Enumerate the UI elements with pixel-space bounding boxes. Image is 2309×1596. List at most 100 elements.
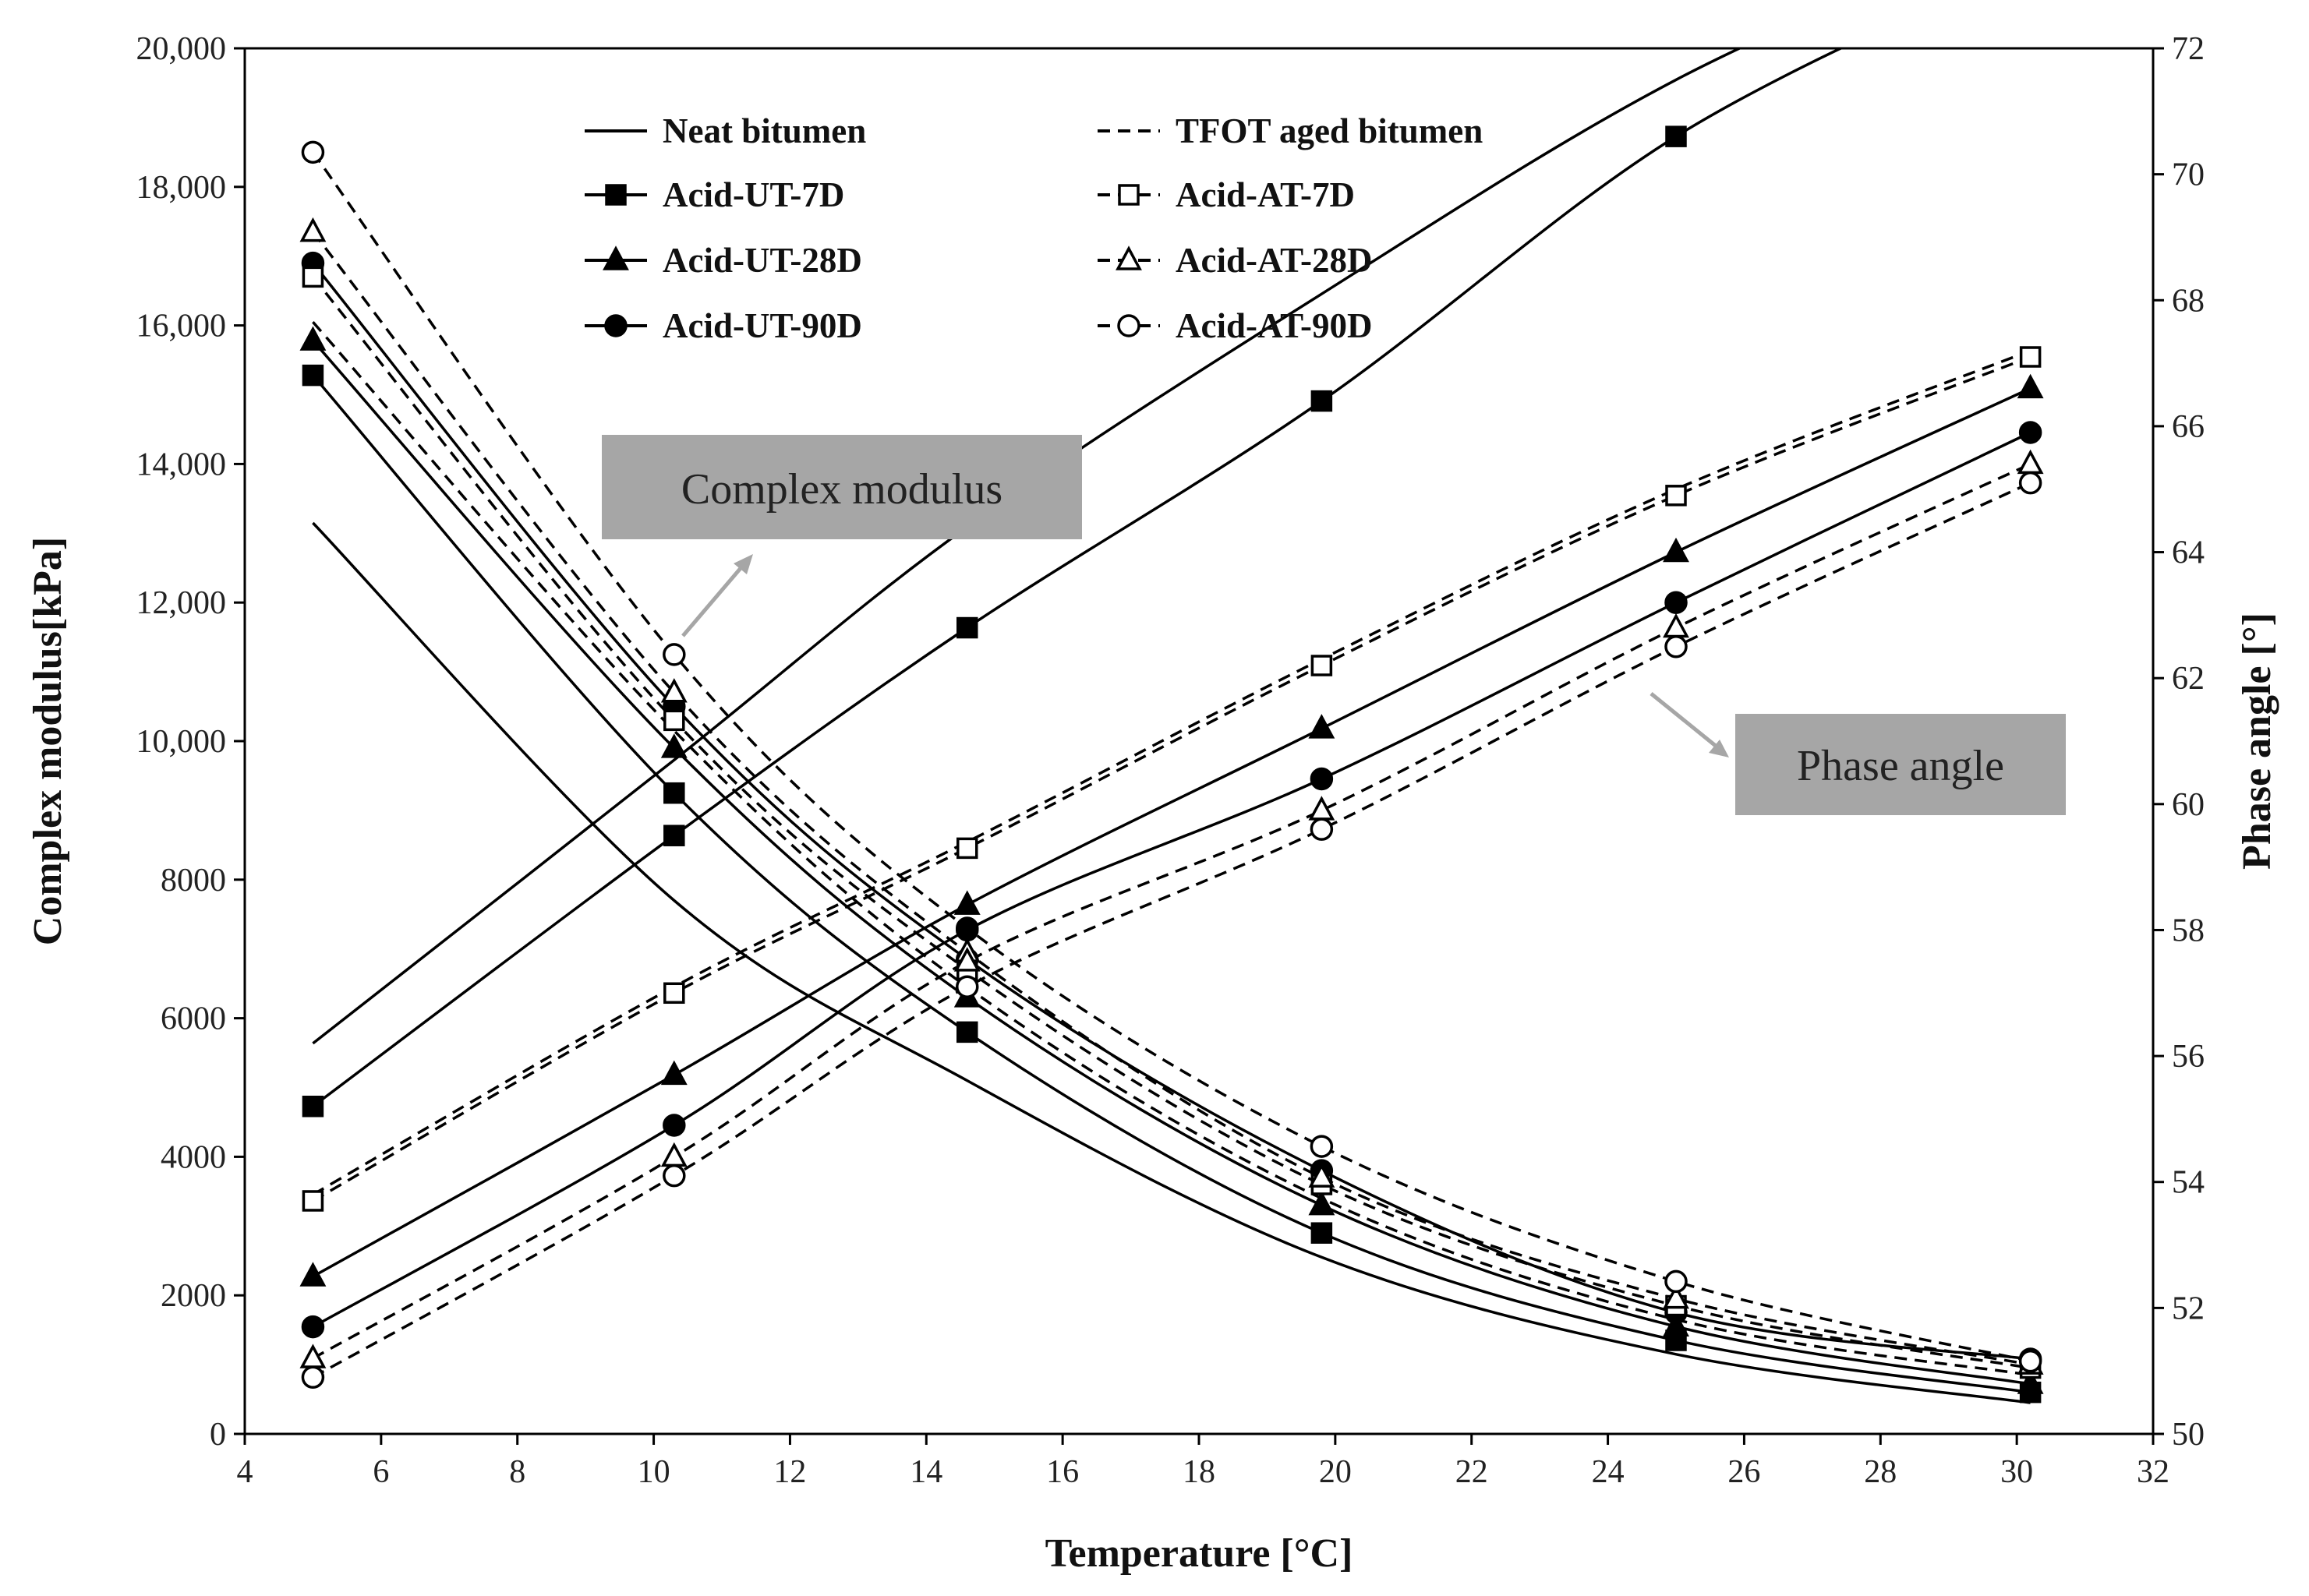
x-tick-label: 24 — [1592, 1454, 1625, 1490]
x-tick-label: 18 — [1183, 1454, 1215, 1490]
x-tick-label: 20 — [1319, 1454, 1352, 1490]
y-left-tick-label: 6000 — [161, 1001, 226, 1037]
annotation-box-phase-angle — [1735, 714, 2066, 815]
x-tick-label: 30 — [2000, 1454, 2033, 1490]
phase-point-acid-at-90d — [1310, 817, 1334, 841]
y-right-tick-label: 66 — [2172, 409, 2205, 445]
modulus-point-acid-at-28d — [1663, 1284, 1689, 1309]
y-right-tick-label: 52 — [2172, 1291, 2205, 1326]
x-tick-label: 8 — [509, 1454, 525, 1490]
y-left-tick-label: 20,000 — [136, 31, 227, 67]
y-left-tick-label: 4000 — [161, 1139, 226, 1175]
y-left-tick-label: 16,000 — [136, 309, 227, 344]
modulus-point-acid-at-28d — [660, 678, 688, 703]
annotation-arrowhead-phase-angle — [1709, 740, 1729, 757]
phase-point-acid-ut-90d — [955, 918, 979, 942]
phase-point-acid-at-90d — [2018, 471, 2042, 495]
x-tick-label: 14 — [910, 1454, 942, 1490]
y-right-tick-label: 68 — [2172, 283, 2205, 319]
phase-point-acid-ut-7d — [663, 824, 685, 846]
phase-line-acid-at-28d — [312, 462, 2031, 1360]
y-left-tick-label: 0 — [210, 1417, 226, 1453]
phase-line-acid-ut-7d — [312, 48, 1844, 1108]
y-left-tick-label: 2000 — [161, 1278, 226, 1314]
modulus-line-tfot-aged-bitumen — [312, 321, 2031, 1377]
legend: Neat bitumen TFOT aged bitumen Acid-UT-7… — [585, 111, 1483, 345]
annotation-complex-modulus: Complex modulus — [602, 435, 1082, 637]
phase-point-acid-ut-7d — [302, 1095, 324, 1118]
y-right-tick-label: 50 — [2172, 1417, 2205, 1453]
modulus-point-acid-at-90d — [663, 643, 686, 666]
modulus-line-neat-bitumen — [312, 521, 2031, 1404]
legend-marker-acid-ut-28d — [603, 245, 629, 270]
legend-label-acid-ut-90d: Acid-UT-90D — [663, 306, 862, 345]
phase-point-acid-ut-90d — [663, 1114, 686, 1137]
modulus-point-acid-at-90d — [1310, 1135, 1334, 1158]
phase-point-acid-at-7d — [663, 982, 685, 1005]
x-tick-label: 12 — [773, 1454, 806, 1490]
modulus-point-acid-ut-28d — [660, 733, 688, 758]
modulus-point-acid-ut-7d — [302, 364, 324, 387]
phase-point-acid-ut-28d — [953, 890, 981, 915]
modulus-point-acid-ut-7d — [956, 1021, 978, 1043]
legend-label-tfot: TFOT aged bitumen — [1176, 111, 1483, 150]
phase-point-acid-ut-90d — [1310, 767, 1334, 791]
annotation-arrow-complex-modulus — [681, 566, 743, 637]
phase-point-acid-at-90d — [1664, 635, 1688, 659]
modulus-line-acid-ut-7d — [312, 374, 2031, 1394]
phase-point-acid-at-90d — [955, 975, 979, 998]
phase-point-acid-at-7d — [302, 1190, 324, 1212]
y-left-tick-label: 14,000 — [136, 447, 227, 482]
annotation-label-phase-angle: Phase angle — [1797, 742, 2004, 790]
x-tick-label: 4 — [237, 1454, 253, 1490]
x-tick-label: 26 — [1727, 1454, 1760, 1490]
y-left-tick-label: 10,000 — [136, 724, 227, 760]
legend-label-acid-at-7d: Acid-AT-7D — [1176, 175, 1355, 214]
y-right-tick-label: 70 — [2172, 157, 2205, 193]
y-right-tick-label: 62 — [2172, 661, 2205, 697]
y-right-tick-label: 60 — [2172, 787, 2205, 823]
phase-point-acid-at-90d — [301, 1365, 325, 1389]
modulus-point-acid-ut-28d — [1308, 1190, 1335, 1216]
x-axis-title: Temperature [°C] — [1045, 1531, 1353, 1576]
phase-point-acid-ut-90d — [1664, 591, 1688, 614]
phase-line-neat-bitumen — [312, 48, 1743, 1045]
phase-point-acid-ut-28d — [1663, 537, 1689, 563]
y-left-axis-title: Complex modulus[kPa] — [26, 537, 70, 945]
legend-label-acid-at-28d: Acid-AT-28D — [1176, 241, 1373, 280]
phase-point-acid-at-7d — [1310, 655, 1333, 676]
phase-point-acid-ut-7d — [956, 616, 978, 639]
legend-label-neat: Neat bitumen — [663, 111, 866, 150]
modulus-point-acid-ut-28d — [299, 326, 327, 351]
axis-ticks: 4 6 8 10 12 14 16 18 20 22 24 26 28 30 320200040006000… — [136, 31, 2205, 1490]
phase-line-acid-ut-90d — [312, 431, 2031, 1329]
y-left-tick-label: 8000 — [161, 863, 226, 899]
legend-label-acid-ut-7d: Acid-UT-7D — [663, 175, 844, 214]
series-markers — [299, 125, 2044, 1404]
modulus-point-acid-at-7d — [663, 709, 685, 732]
y-right-tick-label: 64 — [2172, 535, 2205, 571]
phase-point-acid-ut-90d — [2018, 421, 2042, 444]
annotation-box-complex-modulus — [602, 435, 1082, 539]
modulus-point-acid-ut-28d — [2017, 1369, 2044, 1394]
phase-point-acid-ut-7d — [1310, 390, 1333, 412]
modulus-line-acid-ut-28d — [312, 340, 2031, 1386]
y-right-tick-label: 72 — [2172, 31, 2205, 67]
annotation-arrow-phase-angle — [1650, 692, 1718, 748]
legend-marker-acid-at-28d — [1116, 245, 1142, 270]
x-tick-label: 32 — [2137, 1454, 2169, 1490]
phase-point-acid-ut-90d — [301, 1315, 325, 1339]
modulus-line-acid-at-7d — [312, 276, 2031, 1370]
y-right-tick-label: 58 — [2172, 913, 2205, 948]
legend-marker-acid-at-7d — [1118, 184, 1140, 206]
modulus-line-acid-at-28d — [312, 231, 2031, 1366]
modulus-point-acid-at-7d — [302, 266, 324, 288]
phase-line-acid-ut-28d — [312, 387, 2031, 1278]
legend-marker-acid-ut-90d — [604, 314, 628, 337]
phase-point-acid-ut-28d — [1308, 714, 1335, 739]
x-tick-label: 22 — [1455, 1454, 1488, 1490]
legend-label-acid-at-90d: Acid-AT-90D — [1176, 306, 1373, 345]
phase-point-acid-ut-7d — [1665, 125, 1687, 147]
legend-label-acid-ut-28d: Acid-UT-28D — [663, 241, 862, 280]
